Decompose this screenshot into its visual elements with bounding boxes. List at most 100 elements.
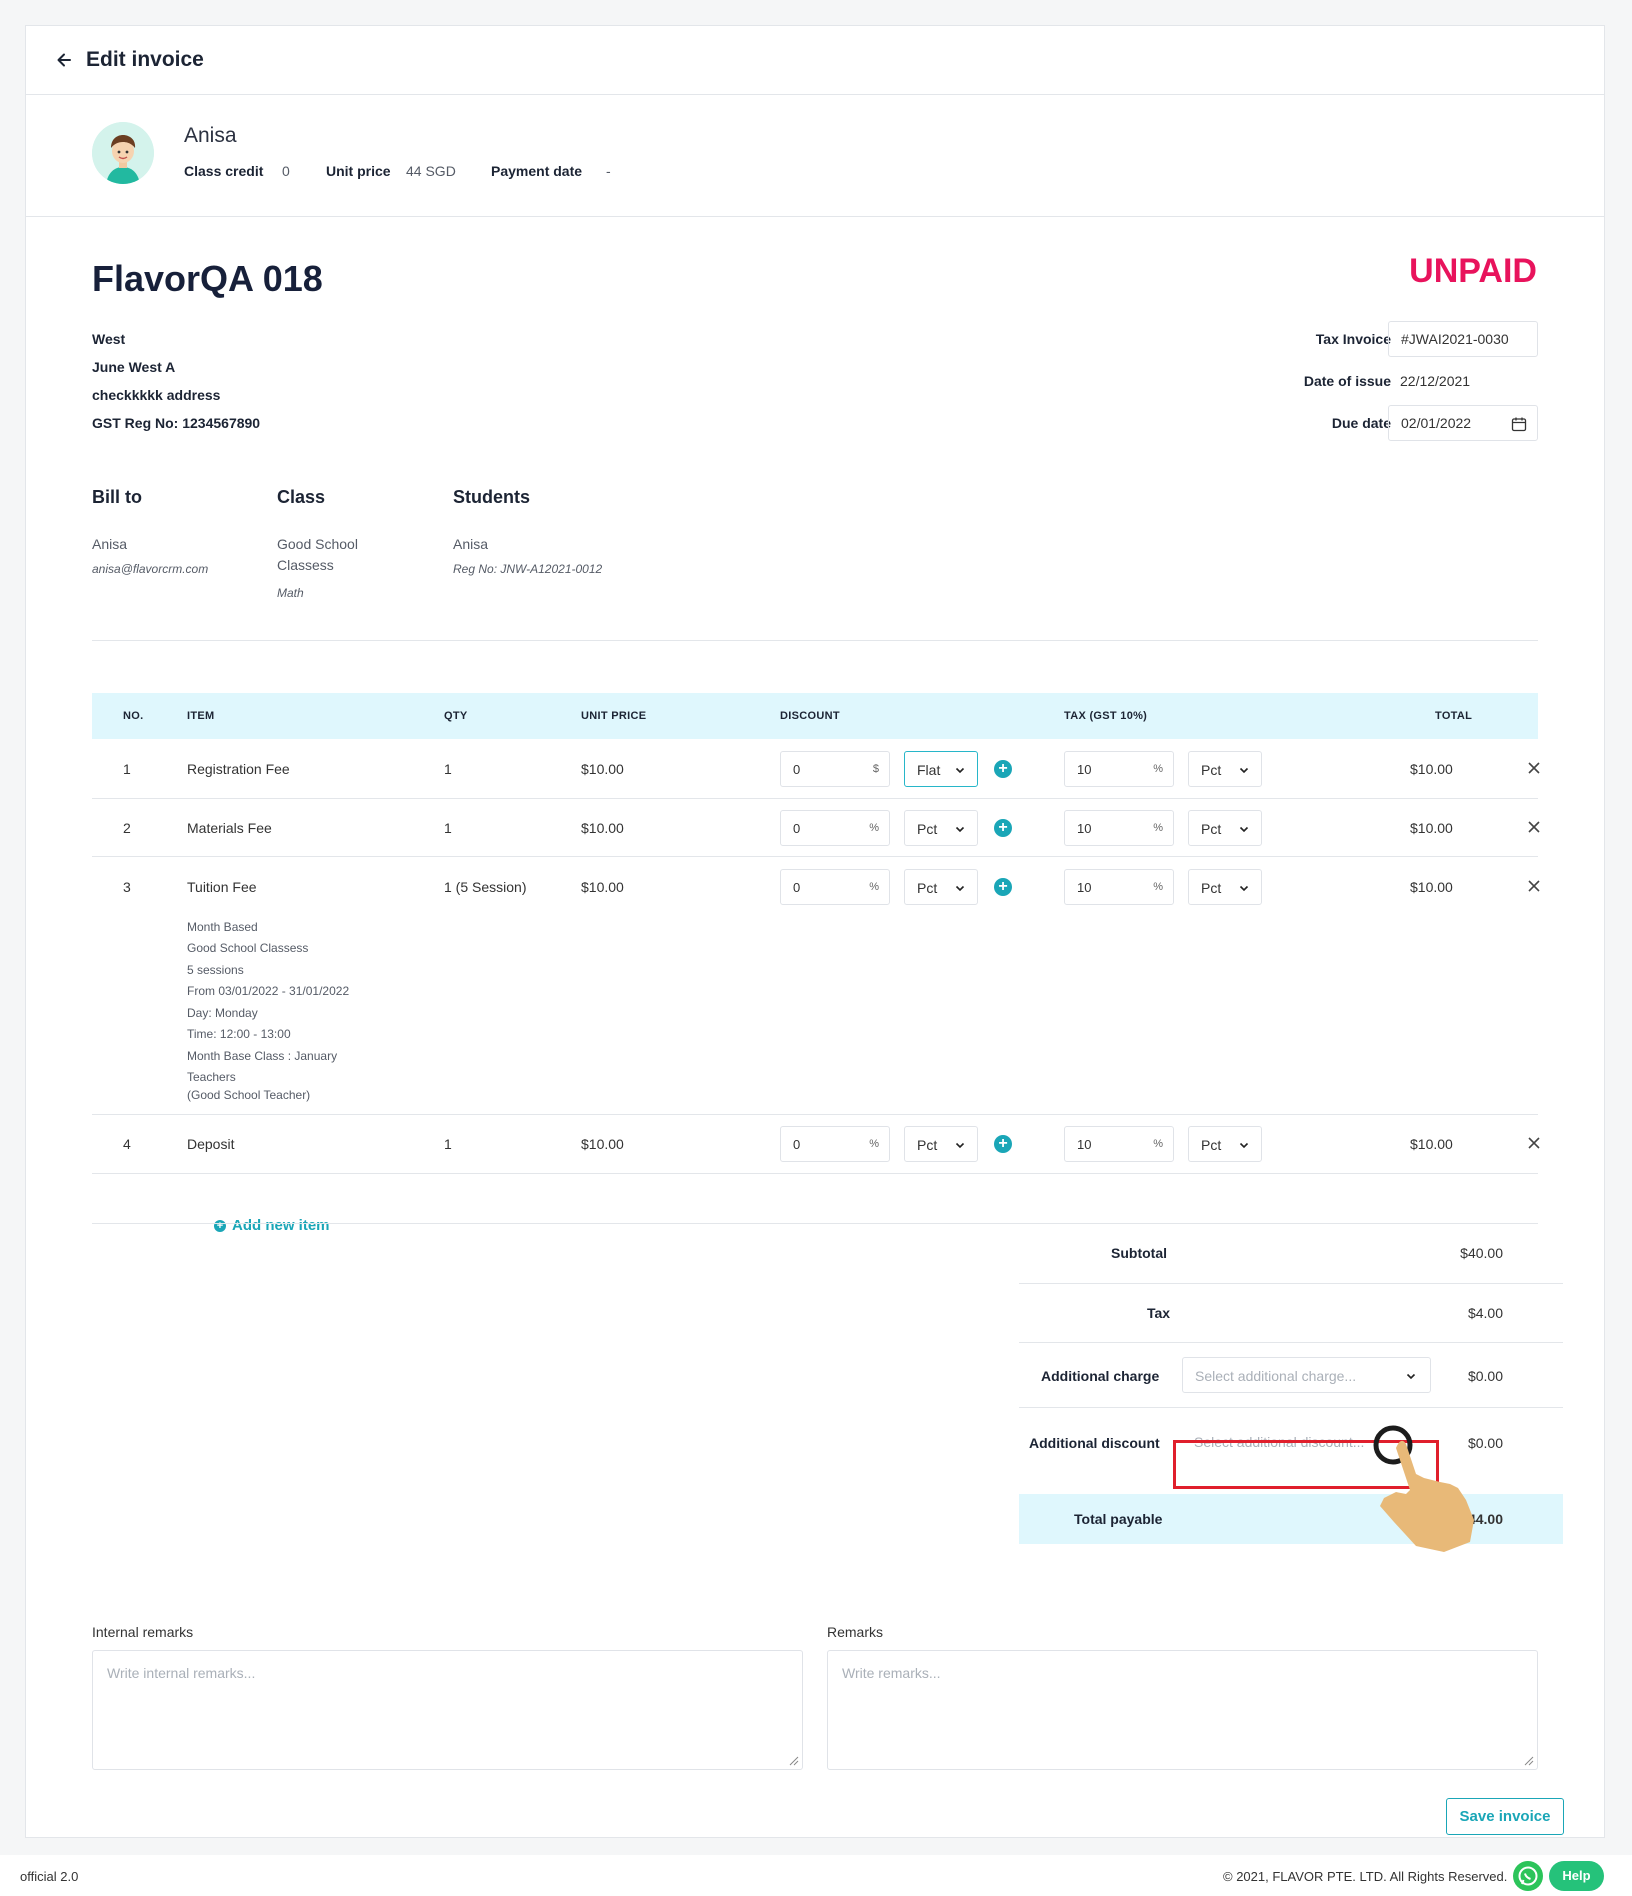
add-discount-icon[interactable]: + <box>994 878 1012 896</box>
item-detail: (Good School Teacher) <box>187 1088 311 1102</box>
row-item: Materials Fee <box>187 820 272 836</box>
payment-date-label: Payment date <box>491 163 583 179</box>
class-subject: Math <box>277 586 304 600</box>
resize-handle-icon[interactable] <box>1524 1756 1534 1766</box>
chevron-down-icon <box>955 1142 965 1149</box>
col-discount: DISCOUNT <box>780 710 840 722</box>
remove-row-icon[interactable] <box>1527 820 1541 834</box>
tax-invoice-field[interactable]: #JWAI2021-0030 <box>1388 321 1538 357</box>
back-arrow-icon[interactable] <box>54 50 74 70</box>
row-qty: 1 <box>444 1136 452 1152</box>
remove-row-icon[interactable] <box>1527 761 1541 775</box>
remove-row-icon[interactable] <box>1527 1136 1541 1150</box>
tax-input[interactable]: 10 % <box>1064 1126 1174 1162</box>
gst-reg-no: GST Reg No: 1234567890 <box>92 415 261 431</box>
discount-type-value: Pct <box>917 821 938 837</box>
due-date-field[interactable]: 02/01/2022 <box>1388 405 1538 441</box>
row-total: $10.00 <box>1410 761 1453 777</box>
col-qty: QTY <box>444 710 468 722</box>
row-qty: 1 (5 Session) <box>444 879 527 895</box>
whatsapp-icon <box>1518 1866 1538 1886</box>
add-discount-icon[interactable]: + <box>994 1135 1012 1153</box>
invoice-title: FlavorQA 018 <box>92 258 323 299</box>
bill-to-email: anisa@flavorcrm.com <box>92 562 209 576</box>
page-header: Edit invoice <box>26 26 1604 95</box>
tax-input[interactable]: 10 % <box>1064 810 1174 846</box>
chevron-down-icon <box>1239 1142 1249 1149</box>
add-new-item-label: Add new item <box>232 1217 330 1234</box>
plus-circle-icon: + <box>214 1220 226 1232</box>
discount-input[interactable]: 0 $ <box>780 751 890 787</box>
address-line-1: West <box>92 331 126 347</box>
class-credit-label: Class credit <box>184 163 264 179</box>
class-name-line-1: Good School <box>277 536 358 552</box>
additional-charge-value: $0.00 <box>1467 1368 1503 1384</box>
whatsapp-button[interactable] <box>1513 1861 1543 1891</box>
discount-type-select[interactable]: Pct <box>904 1126 978 1162</box>
payment-date-value: - <box>606 163 611 179</box>
discount-type-select[interactable]: Pct <box>904 869 978 905</box>
remarks-textarea[interactable]: Write remarks... <box>827 1650 1538 1770</box>
chevron-down-icon <box>1239 826 1249 833</box>
table-row: 4 Deposit 1 $10.00 0 % Pct + 10 % Pct $1… <box>92 1115 1541 1174</box>
total-payable-label: Total payable <box>1074 1511 1163 1527</box>
internal-remarks-textarea[interactable]: Write internal remarks... <box>92 1650 803 1770</box>
footer: official 2.0 © 2021, FLAVOR PTE. LTD. Al… <box>0 1855 1632 1896</box>
tax-input[interactable]: 10 % <box>1064 751 1174 787</box>
section-divider <box>92 640 1538 641</box>
class-heading: Class <box>277 487 326 507</box>
col-total: TOTAL <box>1435 710 1473 722</box>
add-new-item-button[interactable]: + Add new item <box>214 1217 330 1234</box>
subtotal-value: $40.00 <box>1460 1245 1503 1261</box>
chevron-down-icon <box>1239 885 1249 892</box>
add-discount-icon[interactable]: + <box>994 760 1012 778</box>
tax-invoice-label: Tax Invoice <box>1315 331 1391 347</box>
additional-discount-label: Additional discount <box>1029 1435 1160 1451</box>
unit-price-value: 44 SGD <box>406 163 456 179</box>
resize-handle-icon[interactable] <box>789 1756 799 1766</box>
app-version: official 2.0 <box>20 1869 79 1884</box>
calendar-icon[interactable] <box>1511 416 1527 432</box>
row-total: $10.00 <box>1410 820 1453 836</box>
discount-value: 0 <box>793 1137 801 1152</box>
discount-input[interactable]: 0 % <box>780 810 890 846</box>
discount-type-select[interactable]: Pct <box>904 810 978 846</box>
address-line-3: checkkkkk address <box>92 387 221 403</box>
row-unit-price: $10.00 <box>581 820 624 836</box>
remarks-placeholder: Write remarks... <box>842 1665 941 1681</box>
row-item: Deposit <box>187 1136 235 1152</box>
row-unit-price: $10.00 <box>581 1136 624 1152</box>
student-list-name: Anisa <box>453 536 489 552</box>
chevron-down-icon <box>1239 767 1249 774</box>
tax-type-select[interactable]: Pct <box>1188 869 1262 905</box>
tax-value: 10 <box>1077 821 1092 836</box>
discount-type-value: Pct <box>917 1137 938 1153</box>
remove-row-icon[interactable] <box>1527 879 1541 893</box>
bill-to-name: Anisa <box>92 536 128 552</box>
tax-type-select[interactable]: Pct <box>1188 810 1262 846</box>
discount-type-select[interactable]: Flat <box>904 751 978 787</box>
discount-input[interactable]: 0 % <box>780 869 890 905</box>
tax-value: 10 <box>1077 880 1092 895</box>
table-row: 1 Registration Fee 1 $10.00 0 $ Flat + 1… <box>92 739 1541 799</box>
tax-type-select[interactable]: Pct <box>1188 1126 1262 1162</box>
total-payable-row: Total payable $44.00 <box>1019 1494 1563 1544</box>
row-total: $10.00 <box>1410 1136 1453 1152</box>
chevron-down-icon <box>955 885 965 892</box>
tax-type-value: Pct <box>1201 1137 1222 1153</box>
discount-input[interactable]: 0 % <box>780 1126 890 1162</box>
chevron-down-icon <box>1406 1373 1416 1380</box>
row-no: 1 <box>123 761 131 777</box>
save-invoice-button[interactable]: Save invoice <box>1446 1798 1564 1835</box>
tax-type-select[interactable]: Pct <box>1188 751 1262 787</box>
item-detail: Teachers <box>187 1070 236 1084</box>
tax-input[interactable]: 10 % <box>1064 869 1174 905</box>
table-bottom-divider <box>92 1223 1538 1224</box>
add-discount-icon[interactable]: + <box>994 819 1012 837</box>
discount-unit: $ <box>872 763 879 775</box>
tax-unit: % <box>1153 1138 1163 1150</box>
discount-type-value: Pct <box>917 880 938 896</box>
col-tax: TAX (GST 10%) <box>1064 710 1148 722</box>
help-button[interactable]: Help <box>1549 1861 1604 1891</box>
additional-charge-select[interactable]: Select additional charge... <box>1182 1357 1431 1393</box>
